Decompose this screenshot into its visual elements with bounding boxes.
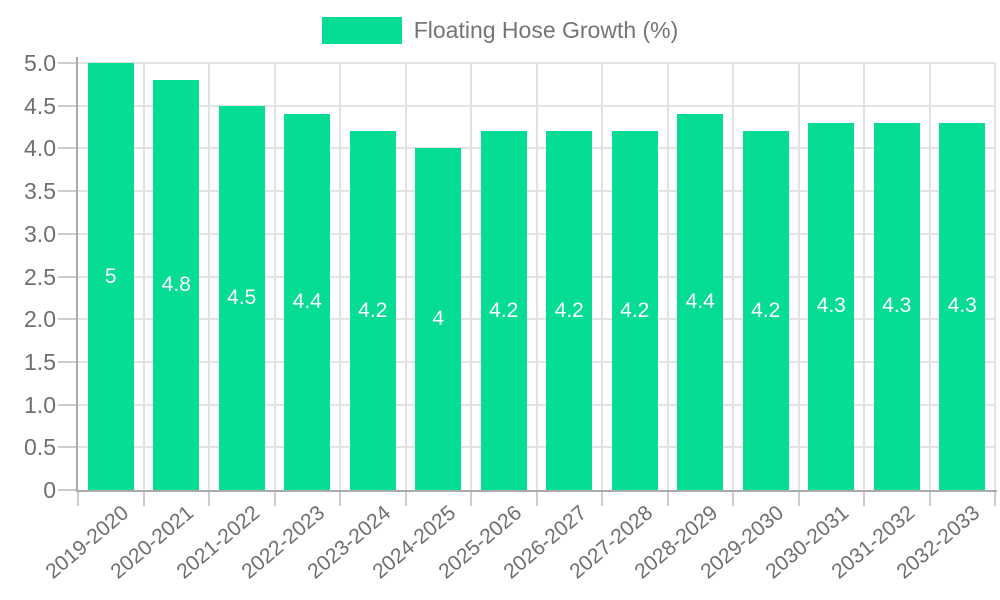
x-axis-tick [732,491,734,506]
bar [808,122,855,490]
x-axis-tick [601,491,603,506]
gridline-vertical [863,63,865,490]
bar-value-label: 4.8 [161,273,191,297]
x-axis-tick [77,491,79,506]
bar [349,131,396,490]
y-axis-tick-label: 4.0 [24,135,56,162]
bar-value-label: 5 [104,264,117,288]
bar [546,131,593,490]
y-axis-tick [58,104,78,107]
y-axis-tick-label: 5.0 [24,50,56,76]
bar-value-label: 4.2 [620,298,650,322]
x-axis-tick [208,491,210,506]
x-axis-tick [928,491,931,506]
gridline-vertical [404,63,407,490]
bar-value-label: 4.3 [882,294,912,318]
x-axis-tick [666,491,669,506]
y-axis-tick [58,190,78,193]
bar-value-label: 4.2 [358,298,388,322]
bar [742,131,789,490]
bar-value-label: 4.3 [947,294,977,318]
bar-value-label: 4.5 [227,285,257,309]
x-axis-tick [863,491,865,506]
bar [87,63,134,490]
legend-label: Floating Hose Growth (%) [413,17,679,43]
x-axis-tick [535,491,538,506]
x-axis-tick [994,491,996,506]
bar-value-label: 4.4 [685,290,715,314]
gridline-vertical [535,63,538,490]
y-axis-tick [58,62,78,64]
y-axis-tick-label: 4.5 [24,92,56,119]
y-axis-tick [58,489,78,491]
bar-value-label: 4.4 [292,290,322,314]
x-axis-line [76,490,997,492]
x-axis-tick [470,491,472,506]
y-axis-tick-label: 3.0 [24,220,56,247]
bar [611,131,658,490]
y-axis-tick-label: 2.0 [24,306,56,333]
legend-swatch [321,17,402,44]
gridline-vertical [732,63,734,490]
x-axis-tick [142,491,145,506]
gridline-vertical [994,63,996,490]
y-axis-tick-label: 0.5 [24,434,56,461]
legend-item-floating-hose-growth[interactable]: Floating Hose Growth (%) [321,17,679,44]
gridline-vertical [470,63,472,490]
gridline-vertical [142,63,145,490]
bar [218,105,265,490]
gridline-vertical [797,63,800,490]
gridline-vertical [666,63,669,490]
y-axis-tick [58,403,78,406]
bar-value-label: 4.3 [816,294,846,318]
y-axis-tick-label: 1.0 [24,391,56,418]
y-axis-tick [58,275,78,278]
y-axis-tick [58,318,78,321]
bar [939,122,986,490]
bar-value-label: 4.2 [554,298,584,322]
gridline-vertical [273,63,276,490]
bar-value-label: 4.2 [489,298,519,322]
legend: Floating Hose Growth (%) [0,17,1000,44]
y-axis-tick [58,360,78,363]
gridline-vertical [928,63,931,490]
y-axis-tick-label: 1.5 [24,348,56,375]
x-axis-tick [404,491,407,506]
bar [415,148,462,490]
bar-value-label: 4.2 [751,298,781,322]
gridline-vertical [208,63,210,490]
gridline-vertical [601,63,603,490]
x-axis-tick [339,491,341,506]
bar [873,122,920,490]
bar-value-label: 4 [432,307,445,331]
y-axis-tick [58,147,78,150]
y-axis-tick [58,446,78,449]
y-axis-tick-label: 2.5 [24,263,56,290]
bar [480,131,527,490]
y-axis-tick-label: 3.5 [24,178,56,205]
gridline-vertical [339,63,341,490]
y-axis-tick [58,232,78,235]
x-axis-tick [273,491,276,506]
bar [153,80,200,490]
bar [677,114,724,490]
y-axis-line [76,57,78,492]
y-axis-tick-label: 0 [43,477,56,503]
x-axis-tick [797,491,800,506]
bar [284,114,331,490]
